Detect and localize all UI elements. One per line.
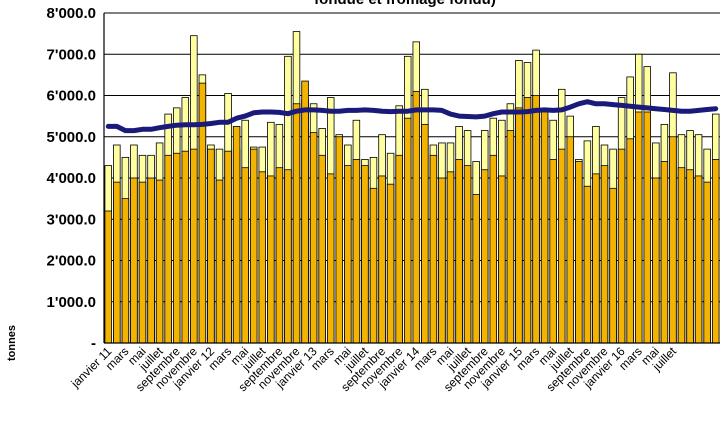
bar-series-1	[489, 154, 498, 344]
y-axis-label: tonnes	[6, 325, 18, 361]
bar-series-1	[455, 159, 463, 344]
bar-series-1	[190, 148, 198, 344]
bar-series-1	[592, 173, 600, 344]
bar-series-1	[207, 148, 215, 344]
bar-series-1	[232, 126, 241, 344]
bar-series-1	[617, 148, 626, 344]
gridlines	[104, 12, 720, 303]
bar-series-1	[609, 187, 617, 344]
bar-series-1	[301, 80, 309, 344]
bar-series-1	[421, 123, 429, 344]
bar-series-1	[446, 171, 455, 344]
bar-series-1	[344, 165, 352, 344]
bar-series-1	[566, 136, 575, 344]
bar-series-1	[172, 152, 181, 344]
y-tick-label: 8'000.0	[47, 5, 96, 22]
bar-series-1	[224, 150, 232, 344]
bar-series-1	[155, 179, 164, 344]
bar-series-1	[652, 177, 660, 344]
y-tick-label: 1'000.0	[47, 294, 96, 311]
y-tick-labels: - 1'000.0 2'000.0 3'000.0 4'000.0 5'000.0 6'00…	[47, 5, 96, 352]
bar-series-1	[335, 136, 344, 344]
bar-series-1	[121, 198, 130, 344]
y-tick-label: 2'000.0	[47, 253, 96, 270]
y-tick-label: -	[91, 335, 96, 352]
bar-series-1	[669, 136, 677, 344]
bar-series-1	[403, 117, 412, 344]
bar-series-1	[326, 173, 335, 344]
bar-series-1	[626, 138, 634, 344]
bar-series-1	[583, 185, 592, 344]
bar-series-1	[549, 159, 557, 344]
bar-series-1	[378, 175, 386, 344]
bar-series-1	[147, 177, 155, 344]
axes	[103, 13, 720, 344]
bar-series-1	[523, 97, 532, 344]
bar-series-1	[258, 171, 267, 344]
y-tick-label: 6'000.0	[47, 88, 96, 105]
bar-series-1	[429, 154, 438, 344]
bar-series-1	[292, 103, 301, 344]
bar-series-1	[480, 169, 489, 344]
bar-series-1	[515, 107, 523, 344]
bar-series-1	[284, 169, 292, 344]
bar-series-1	[498, 175, 506, 344]
bar-series-1	[352, 159, 361, 344]
bar-series-1	[369, 187, 378, 344]
bar-series-1	[643, 111, 652, 344]
chart-title: fondue et fromage fondu)	[314, 0, 496, 8]
bar-series-1	[386, 183, 395, 344]
bar-series-1	[438, 177, 446, 344]
bar-series-1	[412, 90, 421, 344]
bar-series-1	[138, 181, 147, 344]
bar-series-1	[532, 95, 540, 344]
bar-series-1	[395, 154, 403, 344]
y-tick-label: 5'000.0	[47, 129, 96, 146]
bar-series-1	[711, 159, 720, 344]
bar-series-1	[249, 148, 258, 344]
bar-series-1	[660, 161, 669, 344]
bar-series-1	[634, 111, 643, 344]
bar-series-1	[113, 181, 121, 344]
bar-series-1	[318, 154, 326, 344]
bar-series-1	[600, 165, 609, 344]
trend-line	[105, 99, 719, 134]
bar-series-1	[241, 167, 249, 344]
bar-series-1	[703, 181, 711, 344]
y-tick-label: 7'000.0	[47, 46, 96, 63]
bar-series-1	[275, 167, 284, 344]
bar-series-1	[215, 179, 224, 344]
bar-series-1	[267, 175, 275, 344]
bar-series-1	[361, 165, 369, 344]
bar-series-1	[694, 175, 703, 344]
bar-series-1	[472, 194, 480, 344]
bar-series-1	[164, 154, 172, 344]
bar-series-1	[104, 210, 113, 344]
bar-series-1	[181, 150, 190, 344]
bar-series-1	[575, 161, 583, 344]
bar-series-1	[686, 169, 694, 344]
x-tick-labels: janvier 11marsmaijuilletseptembrenovembr…	[68, 344, 680, 395]
bar-series-1	[309, 132, 318, 344]
bar-series-1	[677, 167, 686, 344]
bar-series-1	[557, 148, 566, 344]
bar-series-1	[540, 111, 549, 344]
y-tick-label: 3'000.0	[47, 211, 96, 228]
bar-series-1	[463, 165, 472, 344]
bar-series-1	[130, 177, 138, 344]
bar-series-1	[506, 130, 515, 344]
y-tick-label: 4'000.0	[47, 170, 96, 187]
